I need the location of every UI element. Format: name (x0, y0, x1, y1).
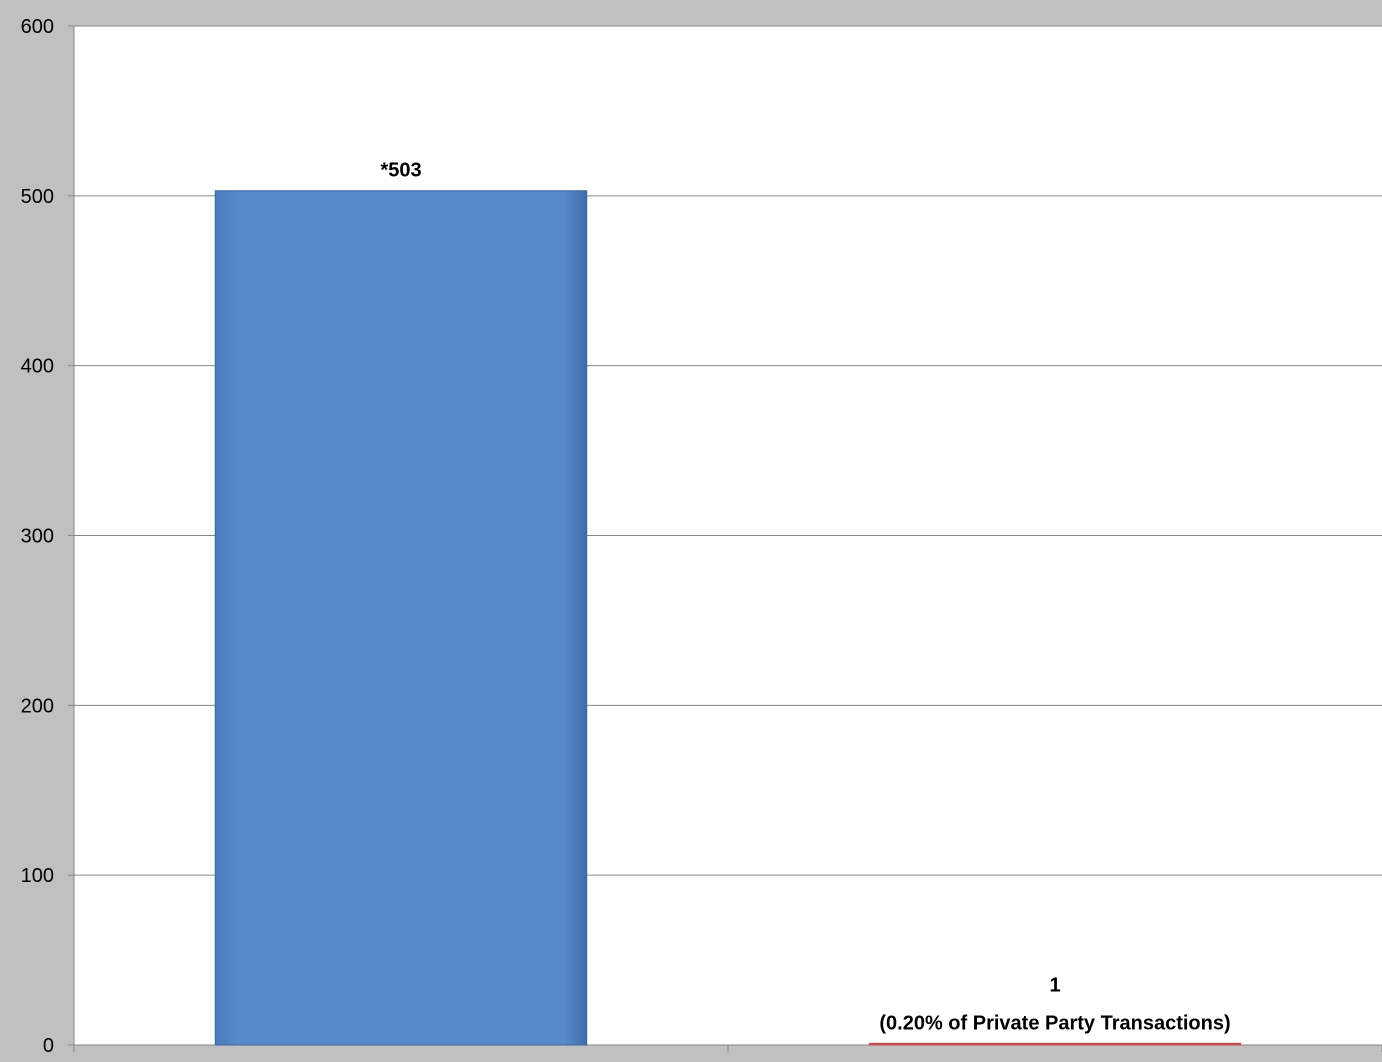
bar (214, 190, 588, 1046)
data-label: 1 (1049, 974, 1060, 996)
y-tick-label: 600 (21, 16, 54, 38)
y-tick-label: 200 (21, 695, 54, 717)
y-tick-label: 100 (21, 865, 54, 887)
y-tick-label: 300 (21, 526, 54, 548)
data-label: *503 (380, 160, 421, 182)
bar (868, 1042, 1242, 1046)
y-tick-label: 0 (43, 1035, 54, 1057)
y-tick-label: 500 (21, 186, 54, 208)
data-labels: *503 1 (0.20% of Private Party Transaction… (380, 160, 1230, 1035)
axes: 0 100 200 300 400 500 600 (21, 16, 1382, 1057)
y-tick-label: 400 (21, 356, 54, 378)
bars (214, 190, 1242, 1046)
data-label: (0.20% of Private Party Transactions) (879, 1012, 1230, 1034)
